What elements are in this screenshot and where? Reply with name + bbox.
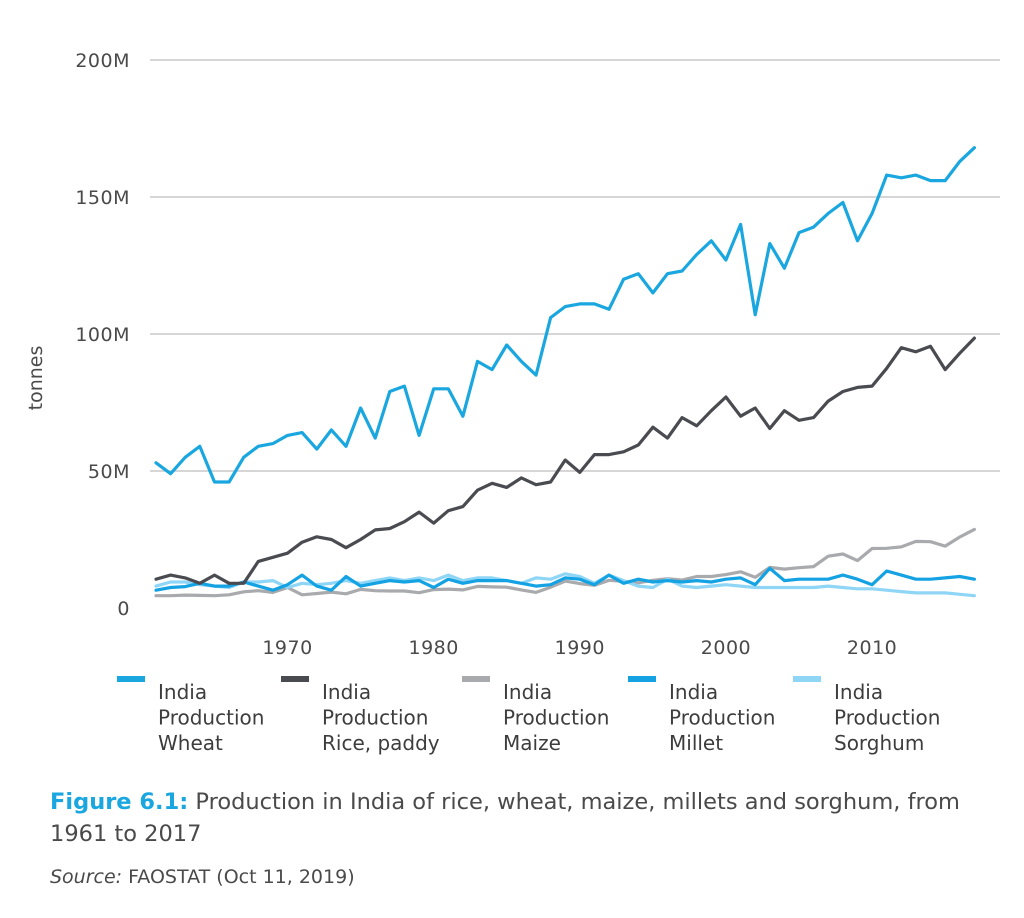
series-line-india-production-maize <box>154 527 976 598</box>
y-tick-label: 150M <box>75 187 130 209</box>
legend-label: Wheat <box>158 731 223 755</box>
x-axis-ticks: 1970 1980 1990 2000 2010 <box>262 637 897 659</box>
series-line-india-production-wheat <box>154 146 976 484</box>
source-label: Source: <box>50 866 123 888</box>
series-line-india-production-millet <box>154 566 976 592</box>
legend-label: Production <box>158 706 264 730</box>
x-tick-label: 1980 <box>408 637 458 659</box>
x-tick-label: 2000 <box>701 637 751 659</box>
legend-swatch <box>281 676 309 682</box>
legend-label: Millet <box>669 731 723 755</box>
series-lines <box>154 146 976 598</box>
caption-text: Production in India of rice, wheat, maiz… <box>50 789 960 847</box>
legend-label: Maize <box>503 731 561 755</box>
legend-label: India <box>322 680 371 704</box>
x-tick-label: 1970 <box>262 637 312 659</box>
x-tick-label: 1990 <box>555 637 605 659</box>
y-axis-ticks: 0 50M 100M 150M 200M <box>75 50 130 620</box>
legend-swatch <box>117 676 145 682</box>
y-tick-label: 50M <box>88 461 130 483</box>
legend-label: India <box>669 680 718 704</box>
legend-label: Rice, paddy <box>322 731 440 755</box>
legend-label: Production <box>503 706 609 730</box>
figure-label: Figure 6.1: <box>50 789 189 815</box>
legend-label: India <box>834 680 883 704</box>
legend: IndiaProductionWheatIndiaProductionRice,… <box>117 676 940 755</box>
legend-label: India <box>503 680 552 704</box>
gridlines <box>150 59 1000 472</box>
y-axis-label: tonnes <box>25 346 47 411</box>
source-text: FAOSTAT (Oct 11, 2019) <box>122 866 355 888</box>
line-chart: 0 50M 100M 150M 200M 1970 1980 1990 2000 2010 to… <box>25 50 1000 755</box>
x-tick-label: 2010 <box>847 637 897 659</box>
legend-label: Production <box>322 706 428 730</box>
legend-label: Sorghum <box>834 731 924 755</box>
y-tick-label: 200M <box>75 50 130 72</box>
source-line: Source: FAOSTAT (Oct 11, 2019) <box>50 866 355 888</box>
figure-caption: Figure 6.1: Production in India of rice,… <box>50 786 1010 850</box>
legend-swatch <box>793 676 821 682</box>
series-line-india-production-sorghum <box>154 572 976 598</box>
y-tick-label: 100M <box>75 324 130 346</box>
legend-label: India <box>158 680 207 704</box>
y-tick-label: 0 <box>117 598 130 620</box>
legend-label: Production <box>669 706 775 730</box>
series-line-india-production-rice-paddy <box>154 336 976 585</box>
legend-swatch <box>462 676 490 682</box>
legend-swatch <box>628 676 656 682</box>
legend-label: Production <box>834 706 940 730</box>
